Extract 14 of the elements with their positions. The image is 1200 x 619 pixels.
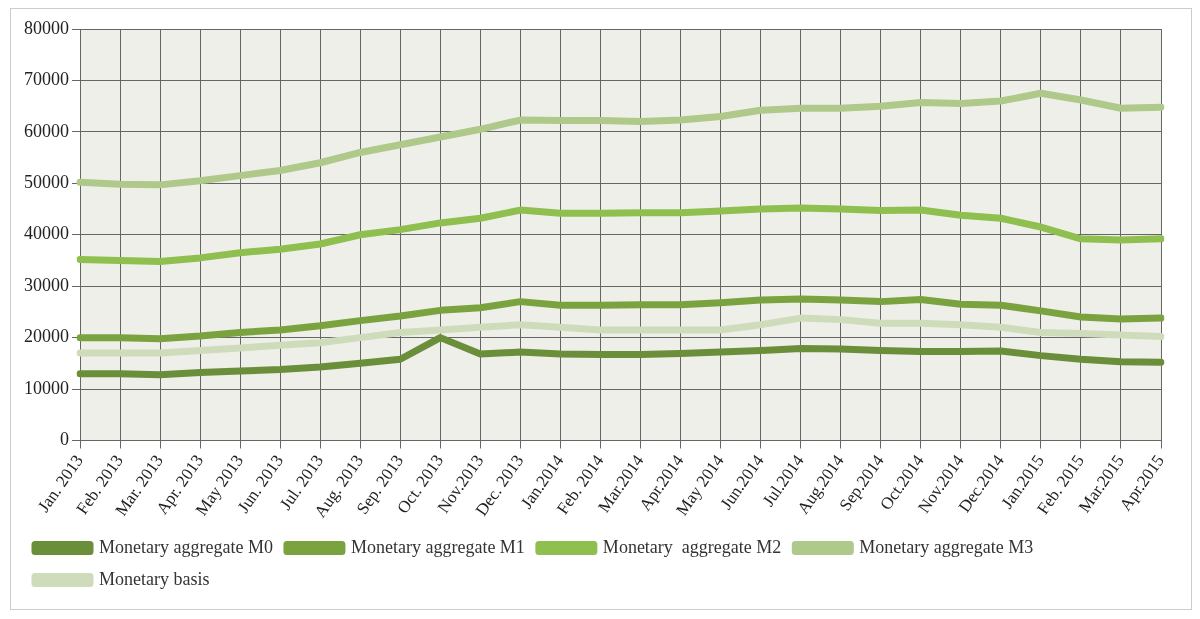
y-tick-label: 30000 [24, 274, 69, 295]
y-tick-label: 60000 [24, 120, 69, 141]
y-tick-label: 70000 [24, 69, 69, 90]
legend-label: Monetary basis [99, 568, 210, 589]
y-tick-label: 40000 [24, 223, 69, 244]
y-tick-label: 80000 [24, 17, 69, 38]
legend-label: Monetary aggregate M1 [350, 536, 525, 557]
y-tick-label: 50000 [24, 172, 69, 193]
legend-label: Monetary aggregate M2 [602, 536, 782, 557]
y-tick-label: 10000 [24, 377, 69, 398]
y-tick-label: 0 [60, 429, 69, 450]
legend-label: Monetary aggregate M3 [859, 536, 1034, 557]
y-tick-label: 20000 [24, 326, 69, 347]
legend-label: Monetary aggregate M0 [99, 536, 273, 557]
